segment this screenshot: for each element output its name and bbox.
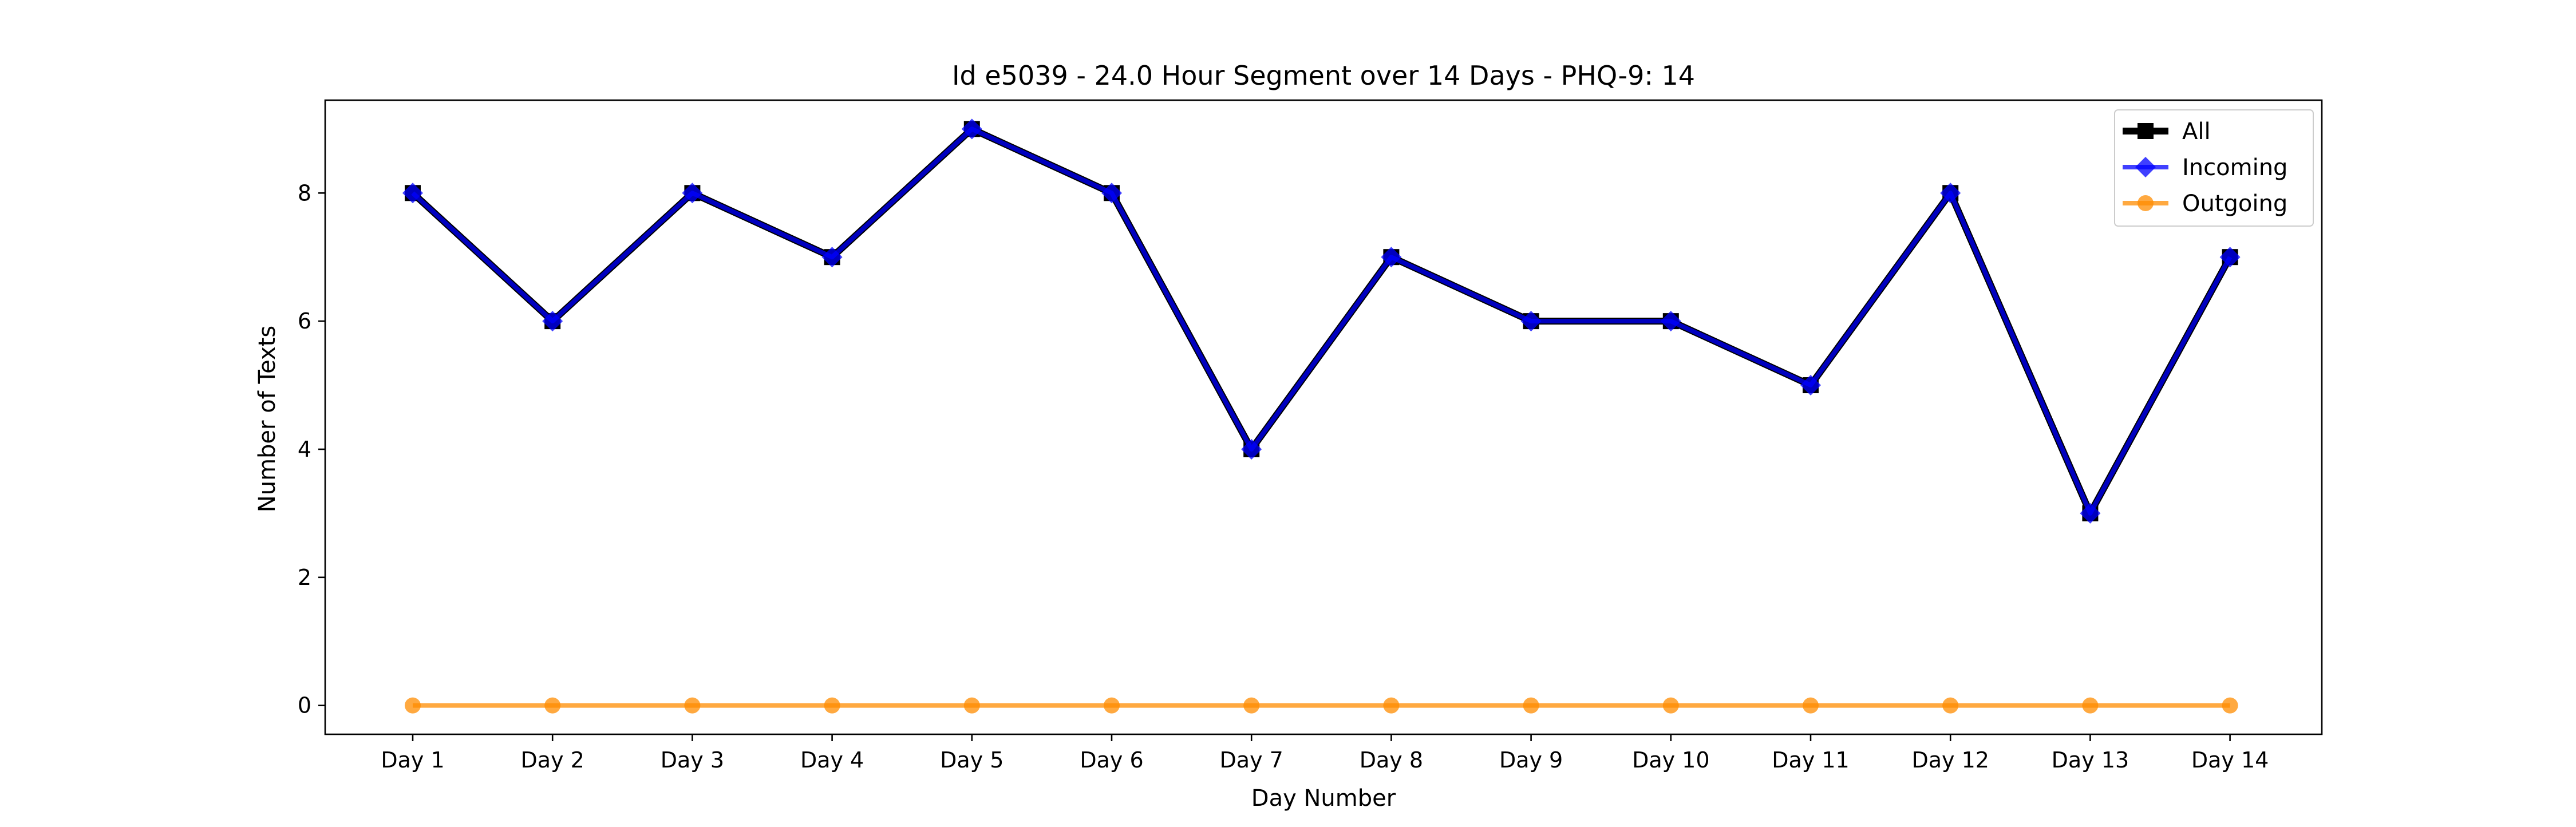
data-point-outgoing <box>1523 697 1539 714</box>
data-point-outgoing <box>1243 697 1260 714</box>
legend-label-all: All <box>2182 118 2211 145</box>
x-tick-label: Day 12 <box>1911 747 1989 773</box>
data-point-outgoing <box>1662 697 1679 714</box>
data-point-incoming <box>682 183 703 204</box>
data-point-incoming <box>1800 375 1821 396</box>
x-tick-label: Day 8 <box>1360 747 1423 773</box>
data-point-outgoing <box>1942 697 1959 714</box>
y-tick-label: 2 <box>298 565 311 590</box>
data-point-outgoing <box>544 697 561 714</box>
x-tick-label: Day 6 <box>1080 747 1143 773</box>
x-tick-label: Day 14 <box>2191 747 2269 773</box>
y-tick-label: 0 <box>298 693 311 718</box>
y-tick-label: 6 <box>298 308 311 334</box>
plot-area: 0 2 4 6 8 Day 1 Day 2 Day 3 Day 4 Day 5 Day 6 Day 7… <box>298 99 2323 773</box>
legend: All Incoming Outgoing <box>2114 109 2314 227</box>
data-point-incoming <box>821 247 843 268</box>
legend-label-incoming: Incoming <box>2182 155 2287 181</box>
data-point-incoming <box>1241 438 1262 460</box>
x-tick-label: Day 5 <box>940 747 1003 773</box>
x-tick-label: Day 3 <box>661 747 724 773</box>
x-tick-label: Day 9 <box>1499 747 1563 773</box>
legend-marker-incoming <box>2135 157 2156 177</box>
x-tick-label: Day 4 <box>800 747 864 773</box>
x-tick-label: Day 11 <box>1772 747 1849 773</box>
data-point-outgoing <box>405 697 421 714</box>
data-point-outgoing <box>684 697 701 714</box>
series-line-incoming <box>411 126 2233 516</box>
data-point-incoming <box>2080 502 2101 524</box>
data-point-outgoing <box>1803 697 1819 714</box>
data-point-incoming <box>1940 183 1961 204</box>
plot-frame <box>324 99 2323 735</box>
x-tick-label: Day 7 <box>1220 747 1283 773</box>
data-point-incoming <box>2219 247 2241 268</box>
legend-marker-all <box>2138 123 2154 139</box>
y-tick-label: 4 <box>298 437 311 462</box>
x-axis-label: Day Number <box>1251 785 1396 812</box>
y-tick-label: 8 <box>298 180 311 205</box>
legend-marker-outgoing <box>2138 195 2154 211</box>
data-point-outgoing <box>1383 697 1400 714</box>
data-point-incoming <box>1381 247 1402 268</box>
legend-box <box>2114 109 2314 227</box>
data-point-outgoing <box>1104 697 1120 714</box>
x-tick-label: Day 13 <box>2052 747 2129 773</box>
y-axis-label: Number of Texts <box>254 326 280 512</box>
data-point-incoming <box>1101 183 1122 204</box>
data-point-outgoing <box>824 697 840 714</box>
data-point-outgoing <box>2082 697 2099 714</box>
chart-title: Id e5039 - 24.0 Hour Segment over 14 Day… <box>952 60 1695 91</box>
legend-label-outgoing: Outgoing <box>2182 191 2287 217</box>
x-tick-label: Day 10 <box>1632 747 1709 773</box>
data-point-outgoing <box>2222 697 2238 714</box>
x-tick-label: Day 1 <box>381 747 444 773</box>
data-point-outgoing <box>963 697 980 714</box>
data-point-incoming <box>1520 311 1542 332</box>
data-point-incoming <box>542 311 563 332</box>
data-point-incoming <box>402 183 423 204</box>
data-point-incoming <box>961 118 982 140</box>
data-point-incoming <box>1660 311 1681 332</box>
x-tick-label: Day 2 <box>521 747 584 773</box>
